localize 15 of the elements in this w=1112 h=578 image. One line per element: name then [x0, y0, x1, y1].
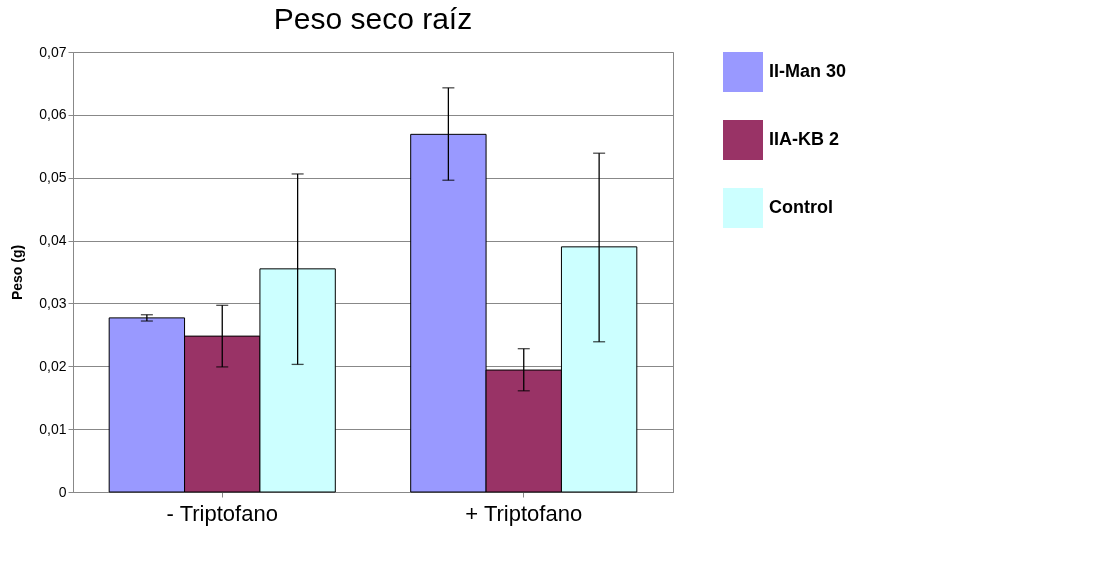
legend-label: Control	[769, 197, 833, 217]
y-tick-label: 0	[58, 483, 67, 500]
x-tick-label: - Triptofano	[166, 500, 278, 526]
chart-title: Peso seco raíz	[273, 2, 473, 35]
y-tick-label: 0,01	[39, 420, 67, 437]
legend-label: IIA-KB 2	[769, 129, 840, 149]
y-tick-label: 0,02	[39, 357, 67, 374]
y-tick-label: 0,07	[39, 43, 67, 60]
legend-label: II-Man 30	[769, 61, 847, 81]
y-tick-label: 0,05	[39, 169, 67, 186]
y-tick-label: 0,03	[39, 294, 67, 311]
y-tick-label: 0,06	[39, 106, 67, 123]
x-tick-label: + Triptofano	[465, 500, 583, 526]
y-tick-label: 0,04	[39, 232, 67, 249]
y-axis-title: Peso (g)	[9, 244, 26, 301]
